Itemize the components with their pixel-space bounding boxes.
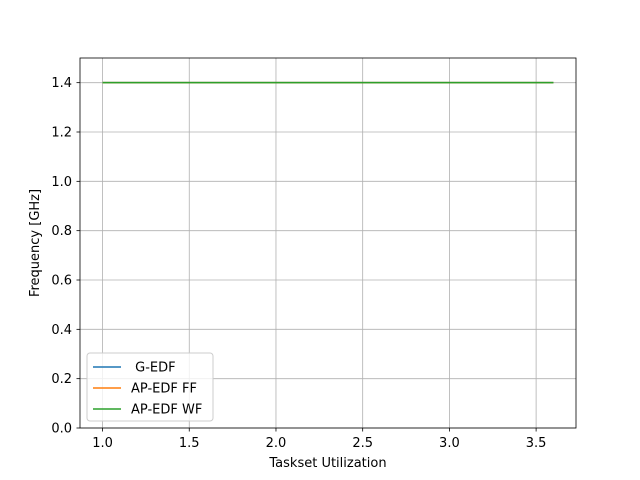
y-axis: 0.0 0.2 0.4 0.6 0.8 1.0 1.2 1.4 (51, 76, 80, 437)
x-tick-label: 3.0 (439, 436, 460, 451)
y-tick-label: 0.4 (51, 323, 72, 338)
plot-frame (79, 57, 577, 429)
x-axis: 1.0 1.5 2.0 2.5 3.0 3.5 (92, 428, 546, 451)
legend-label-3: AP-EDF WF (131, 403, 202, 418)
legend: G-EDF AP-EDF FF AP-EDF WF (86, 352, 214, 422)
x-tick-label: 2.5 (352, 436, 373, 451)
y-tick-label: 0.2 (51, 372, 72, 387)
x-tick-label: 2.0 (266, 436, 287, 451)
x-tick-label: 1.5 (179, 436, 200, 451)
y-tick-label: 0.8 (51, 224, 72, 239)
legend-box (86, 352, 214, 422)
y-tick-label: 0.0 (51, 422, 72, 437)
x-tick-label: 1.0 (92, 436, 113, 451)
y-tick-label: 1.0 (51, 175, 72, 190)
legend-label-1: G-EDF (131, 361, 176, 376)
y-tick-label: 1.2 (51, 126, 72, 141)
legend-label-2: AP-EDF FF (131, 382, 197, 397)
y-axis-label: Frequency [GHz] (28, 189, 43, 297)
y-tick-label: 0.6 (51, 274, 72, 289)
x-tick-label: 3.5 (526, 436, 547, 451)
y-tick-label: 1.4 (51, 76, 72, 91)
x-axis-label: Taskset Utilization (268, 456, 386, 471)
